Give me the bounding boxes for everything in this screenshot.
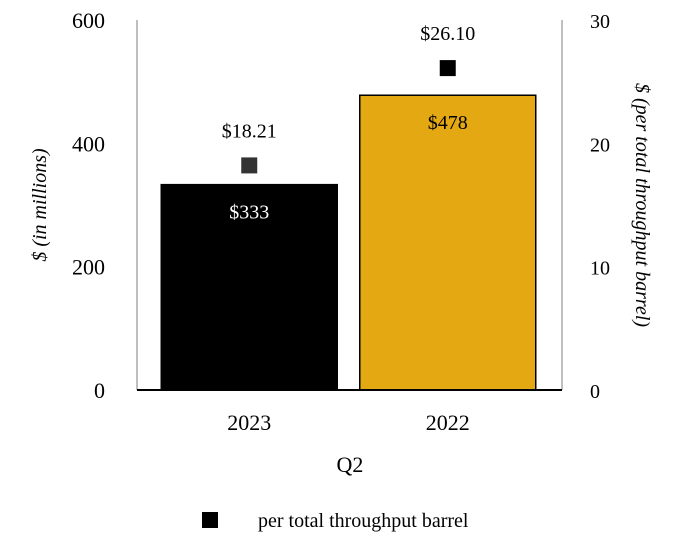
legend-marker-icon xyxy=(202,512,218,528)
x-tick-label: 2022 xyxy=(426,410,470,435)
left-tick-label: 200 xyxy=(72,255,105,280)
bar-2022 xyxy=(359,94,537,391)
marker-data-label: $26.10 xyxy=(420,23,475,45)
bar-data-label: $478 xyxy=(428,112,468,134)
left-tick-label: 400 xyxy=(72,131,105,156)
marker-2022 xyxy=(439,60,456,77)
right-axis-title: $ (per total throughput barrel) xyxy=(631,83,653,327)
marker-data-label: $18.21 xyxy=(222,120,277,142)
left-tick-label: 600 xyxy=(72,8,105,33)
left-tick-label: 0 xyxy=(94,378,105,403)
bar-2023 xyxy=(160,183,338,391)
right-tick-label: 10 xyxy=(590,258,610,280)
right-tick-label: 0 xyxy=(590,381,600,403)
x-axis-title: Q2 xyxy=(337,452,364,477)
right-tick-label: 30 xyxy=(590,11,610,33)
marker-2023 xyxy=(241,157,258,174)
left-axis-title: $ (in millions) xyxy=(29,148,51,262)
right-tick-label: 20 xyxy=(590,134,610,156)
x-tick-label: 2023 xyxy=(227,410,271,435)
bar-data-label: $333 xyxy=(229,202,269,224)
legend-label: per total throughput barrel xyxy=(258,510,469,532)
